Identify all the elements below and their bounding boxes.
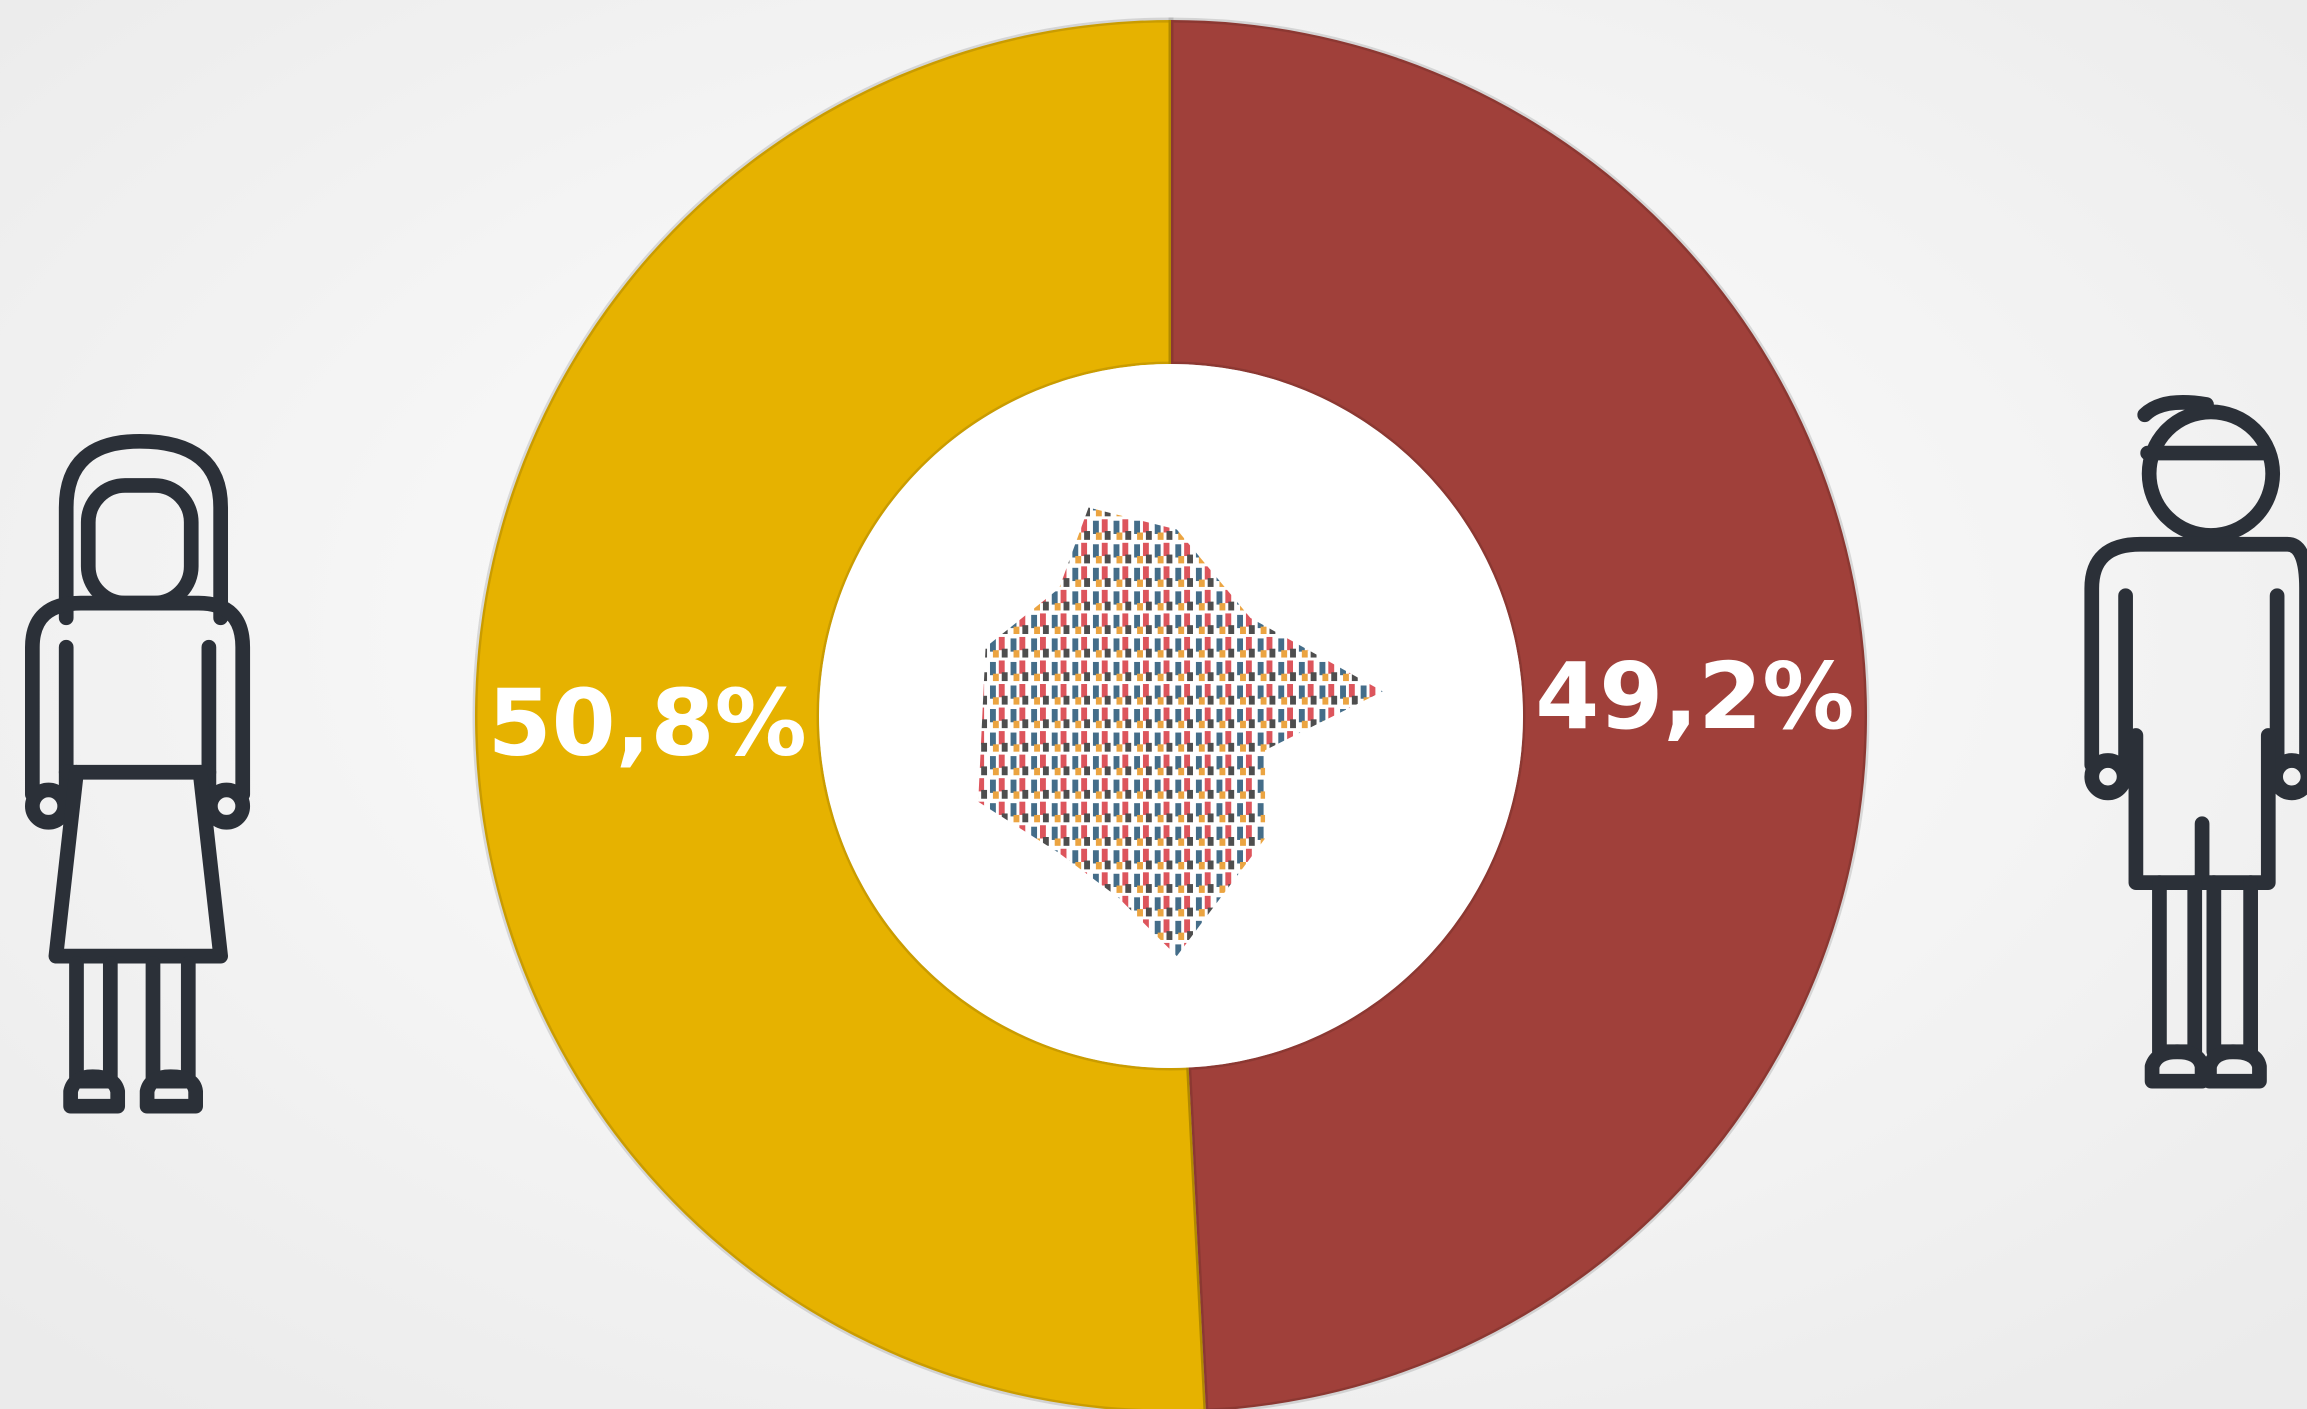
male-icon — [2084, 395, 2307, 1089]
female-icon — [25, 433, 251, 1114]
center-map — [978, 507, 1383, 957]
data-label: 49,2% — [1535, 643, 1854, 750]
donut — [472, 17, 1870, 1409]
donut-slice — [1168, 17, 1870, 1409]
data-label: 50,8% — [488, 670, 807, 777]
